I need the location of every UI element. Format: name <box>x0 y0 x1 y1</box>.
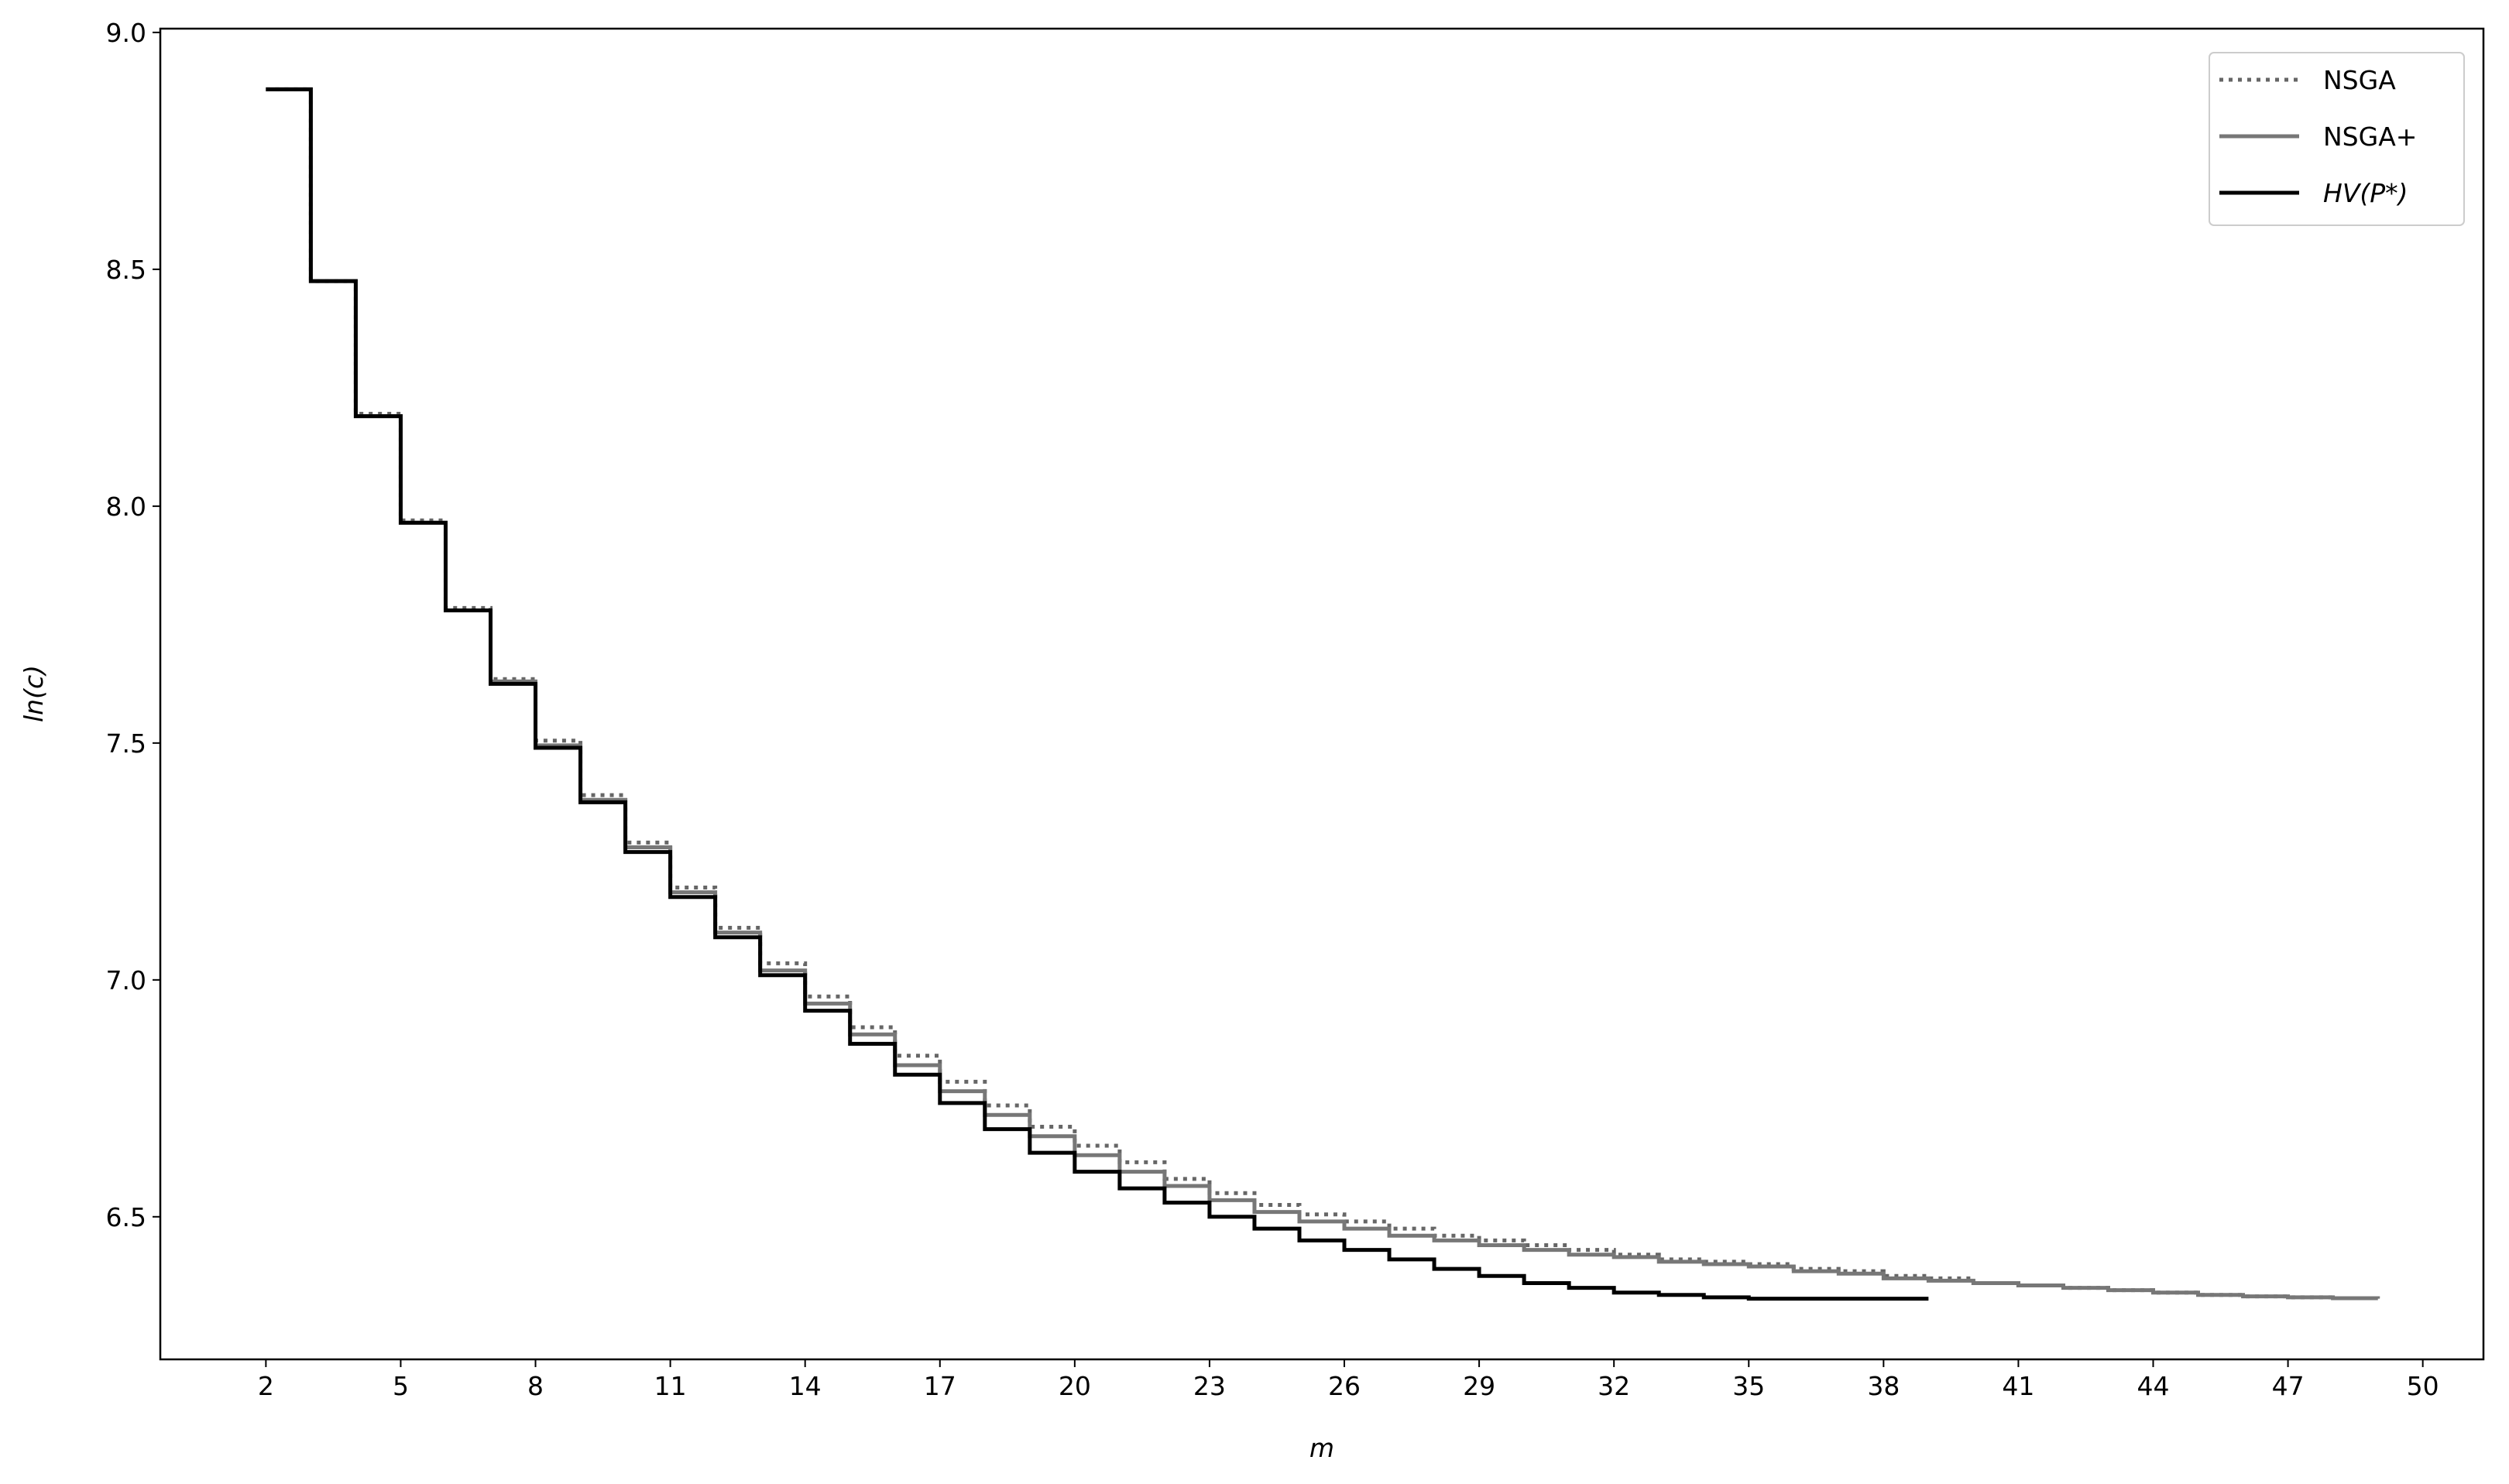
series-line <box>266 87 2380 1301</box>
x-tick-label: 8 <box>527 1371 544 1401</box>
x-tick-label: 5 <box>393 1371 409 1401</box>
x-tick-label: 41 <box>2002 1371 2034 1401</box>
y-tick-label: 7.5 <box>106 728 146 759</box>
legend-label: NSGA+ <box>2323 122 2417 152</box>
legend-label: NSGA <box>2323 65 2396 95</box>
y-axis-label: ln(c) <box>19 665 49 722</box>
x-tick-label: 44 <box>2137 1371 2170 1401</box>
x-tick-label: 26 <box>1328 1371 1361 1401</box>
legend-label: HV(P*) <box>2323 178 2408 208</box>
y-tick-label: 6.5 <box>106 1202 146 1232</box>
x-tick-label: 50 <box>2407 1371 2439 1401</box>
series-line <box>266 87 1929 1301</box>
y-tick-label: 8.5 <box>106 255 146 285</box>
series-line <box>266 87 2380 1301</box>
y-tick-label: 7.0 <box>106 965 146 996</box>
y-tick-label: 9.0 <box>106 18 146 48</box>
x-tick-label: 47 <box>2272 1371 2305 1401</box>
x-tick-label: 17 <box>924 1371 956 1401</box>
x-tick-label: 2 <box>258 1371 274 1401</box>
x-axis-label: m <box>1309 1433 1334 1463</box>
x-tick-label: 35 <box>1732 1371 1765 1401</box>
plot-frame <box>159 27 2485 1361</box>
x-tick-label: 11 <box>654 1371 687 1401</box>
x-tick-label: 23 <box>1193 1371 1226 1401</box>
legend-box <box>2209 52 2465 226</box>
x-tick-label: 38 <box>1867 1371 1900 1401</box>
x-tick-label: 20 <box>1059 1371 1091 1401</box>
x-tick-label: 32 <box>1598 1371 1630 1401</box>
x-tick-label: 29 <box>1463 1371 1495 1401</box>
x-tick-label: 14 <box>789 1371 822 1401</box>
y-tick-label: 8.0 <box>106 492 146 522</box>
